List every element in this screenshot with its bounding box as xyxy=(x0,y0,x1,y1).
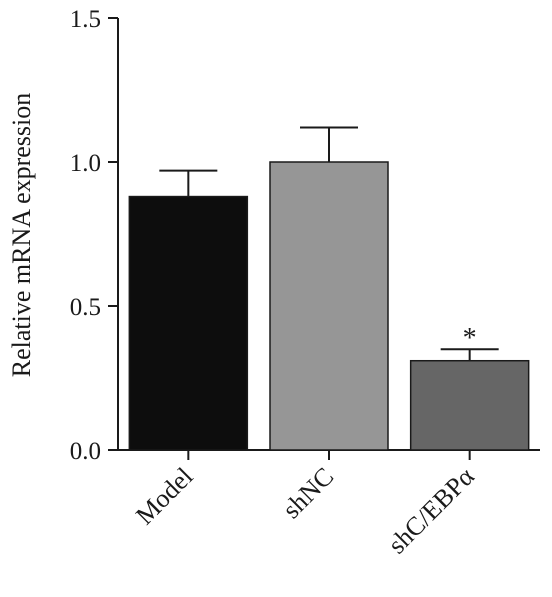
bar xyxy=(128,195,249,451)
x-axis xyxy=(118,449,540,460)
x-tick-label: shNC xyxy=(277,462,339,524)
significance-marker: * xyxy=(463,323,477,354)
bars xyxy=(128,126,530,451)
bar xyxy=(409,359,530,451)
y-axis-title: Relative mRNA expression xyxy=(7,93,36,378)
x-tick-label: shC/EBPα xyxy=(382,461,480,559)
y-tick-label: 1.0 xyxy=(70,150,101,177)
bar xyxy=(269,161,389,451)
y-axis: 0.0 0.5 1.0 1.5 xyxy=(70,6,119,465)
y-tick-label: 0.0 xyxy=(70,438,101,465)
y-tick-label: 0.5 xyxy=(70,294,101,321)
x-tick-label: Model xyxy=(130,462,199,531)
y-tick-label: 1.5 xyxy=(70,6,101,33)
